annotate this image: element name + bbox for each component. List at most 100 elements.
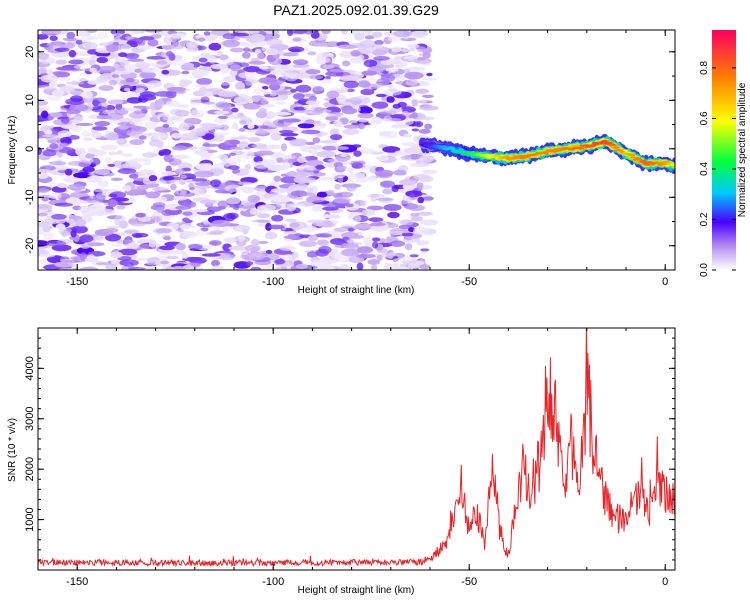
noise-blob xyxy=(172,41,185,50)
noise-blob xyxy=(156,143,164,149)
noise-blob xyxy=(100,144,119,151)
noise-blob xyxy=(108,193,118,198)
noise-blob xyxy=(57,130,73,138)
noise-blob xyxy=(419,155,434,163)
noise-blob xyxy=(75,147,86,156)
noise-blob xyxy=(38,67,47,74)
noise-blob xyxy=(382,188,393,195)
noise-blob xyxy=(229,139,240,145)
noise-blob xyxy=(333,227,348,233)
noise-blob xyxy=(410,212,420,217)
noise-blob xyxy=(62,37,78,42)
noise-blob xyxy=(369,193,380,198)
noise-blob xyxy=(421,227,436,236)
signal-blob xyxy=(618,150,625,153)
noise-blob xyxy=(348,120,358,124)
noise-blob xyxy=(38,146,43,156)
noise-blob xyxy=(360,88,375,96)
noise-blob xyxy=(262,160,272,168)
noise-blob xyxy=(167,59,187,66)
noise-blob xyxy=(79,169,89,174)
snr-y-ticks: 1000 2000 3000 4000 xyxy=(24,327,675,561)
signal-blob xyxy=(443,148,451,151)
noise-blob xyxy=(347,167,354,173)
noise-blob xyxy=(180,174,188,179)
noise-blob xyxy=(165,165,172,173)
noise-blob xyxy=(213,110,230,115)
noise-blob xyxy=(133,110,144,114)
noise-blob xyxy=(321,206,339,211)
noise-blob xyxy=(419,264,431,270)
signal-blob xyxy=(628,154,636,157)
noise-blob xyxy=(148,30,161,33)
noise-blob xyxy=(116,150,123,155)
x-tick-label: 0 xyxy=(662,576,668,588)
noise-blob xyxy=(48,192,62,200)
noise-blob xyxy=(190,266,204,270)
noise-blob xyxy=(126,264,133,268)
noise-blob xyxy=(321,214,332,219)
x-tick-label: -150 xyxy=(66,576,88,588)
noise-blob xyxy=(166,86,186,92)
snr-x-ticks: -150 -100 -50 0 xyxy=(37,328,668,588)
noise-blob xyxy=(136,45,153,50)
noise-blob xyxy=(40,110,49,119)
noise-blob xyxy=(357,81,371,88)
noise-blob xyxy=(191,69,210,77)
noise-blob xyxy=(422,51,431,59)
noise-blob xyxy=(78,30,89,37)
noise-blob xyxy=(116,138,125,144)
noise-blob xyxy=(42,149,57,157)
noise-blob xyxy=(279,244,296,252)
noise-blob xyxy=(364,35,375,40)
signal-blob xyxy=(461,150,468,154)
noise-blob xyxy=(401,232,414,237)
noise-blob xyxy=(60,136,72,144)
noise-blob xyxy=(401,142,420,146)
noise-blob xyxy=(171,250,187,255)
noise-blob xyxy=(199,156,211,161)
noise-blob xyxy=(138,36,155,41)
signal-blob xyxy=(660,163,668,166)
noise-blob xyxy=(325,115,339,121)
noise-blob xyxy=(265,81,282,86)
noise-blob xyxy=(364,242,374,248)
noise-blob xyxy=(59,142,69,147)
noise-blob xyxy=(55,219,66,224)
noise-blob xyxy=(289,221,308,230)
noise-blob xyxy=(368,217,384,222)
noise-blob xyxy=(316,191,328,198)
noise-blob xyxy=(303,105,315,111)
noise-blob xyxy=(297,123,315,129)
noise-blob xyxy=(38,240,50,247)
noise-blob xyxy=(306,251,319,258)
x-tick-label: -50 xyxy=(461,276,477,288)
noise-blob xyxy=(261,265,271,270)
noise-blob xyxy=(417,56,427,61)
noise-blob xyxy=(253,88,266,94)
noise-blob xyxy=(175,109,190,117)
noise-blob xyxy=(54,202,74,207)
noise-blob xyxy=(123,87,131,92)
noise-blob xyxy=(129,158,149,162)
noise-blob xyxy=(120,44,132,50)
signal-blob xyxy=(577,147,585,150)
noise-blob xyxy=(92,126,108,131)
noise-blob xyxy=(147,39,159,47)
noise-blob xyxy=(300,145,311,153)
noise-blob xyxy=(232,122,239,130)
noise-blob xyxy=(148,240,157,248)
noise-blob xyxy=(111,74,120,78)
noise-blob xyxy=(46,240,67,247)
noise-blob xyxy=(326,189,335,196)
noise-blob xyxy=(201,253,221,257)
x-tick-label: -150 xyxy=(66,276,88,288)
noise-blob xyxy=(138,94,157,101)
noise-blob xyxy=(215,101,231,109)
noise-blob xyxy=(198,57,208,63)
noise-blob xyxy=(386,96,395,103)
noise-blob xyxy=(49,112,63,118)
noise-blob xyxy=(360,199,367,207)
noise-blob xyxy=(332,245,342,249)
noise-blob xyxy=(424,123,433,130)
